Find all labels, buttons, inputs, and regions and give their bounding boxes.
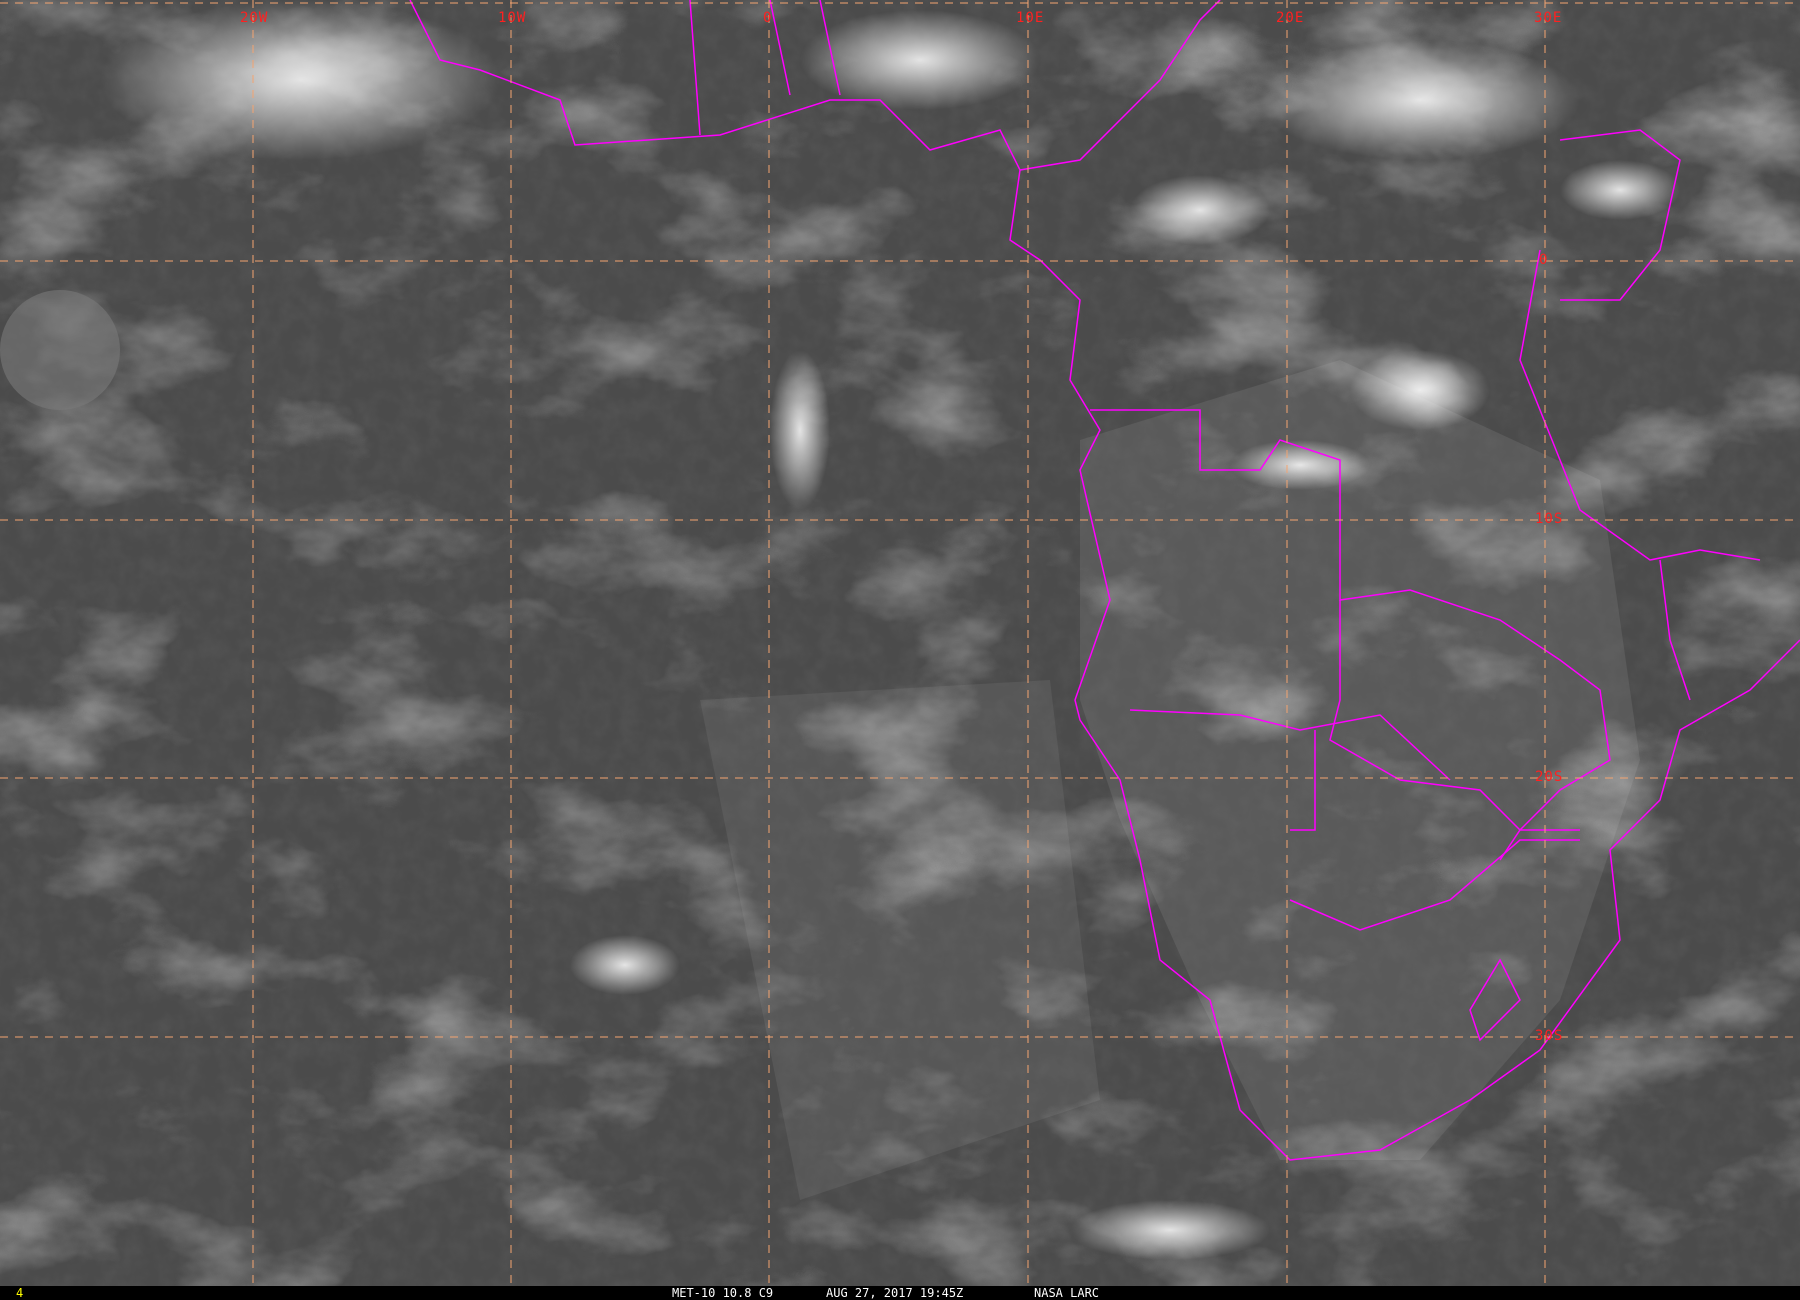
latitude-label: 10S (1535, 511, 1564, 527)
longitude-label: 0 (763, 10, 773, 26)
satellite-channel: MET-10 10.8 C9 (672, 1286, 774, 1300)
caption-bar: 4 MET-10 10.8 C9 AUG 27, 2017 19:45Z NAS… (0, 1286, 1800, 1300)
image-datetime: AUG 27, 2017 19:45Z (826, 1286, 964, 1300)
coastline (409, 0, 1800, 1161)
longitude-label: 10E (1016, 10, 1045, 26)
latitude-label: 20S (1535, 769, 1564, 785)
bright-cloud-clusters (0, 0, 1680, 1260)
latitude-label: 30S (1535, 1028, 1564, 1044)
longitude-label: 20W (240, 10, 269, 26)
frame-number: 4 (16, 1286, 24, 1300)
country-borders (409, 0, 1800, 1161)
latitude-label: 0 (1539, 252, 1549, 268)
longitude-label: 10W (498, 10, 527, 26)
longitude-label: 30E (1534, 10, 1563, 26)
image-source: NASA LARC (1034, 1286, 1100, 1300)
longitude-label: 20E (1276, 10, 1305, 26)
